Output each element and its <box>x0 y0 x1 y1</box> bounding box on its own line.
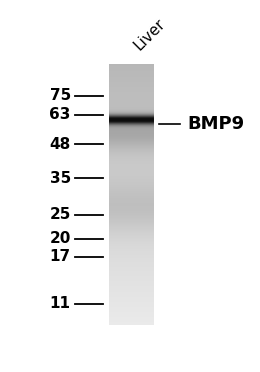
Text: 25: 25 <box>49 207 71 222</box>
Text: BMP9: BMP9 <box>188 115 245 133</box>
Text: 17: 17 <box>50 249 71 264</box>
Text: 75: 75 <box>50 88 71 103</box>
Text: 20: 20 <box>49 231 71 246</box>
Text: 11: 11 <box>50 296 71 311</box>
Text: 63: 63 <box>49 107 71 122</box>
Text: 35: 35 <box>50 171 71 186</box>
Text: 48: 48 <box>50 137 71 152</box>
Text: Liver: Liver <box>131 16 168 53</box>
